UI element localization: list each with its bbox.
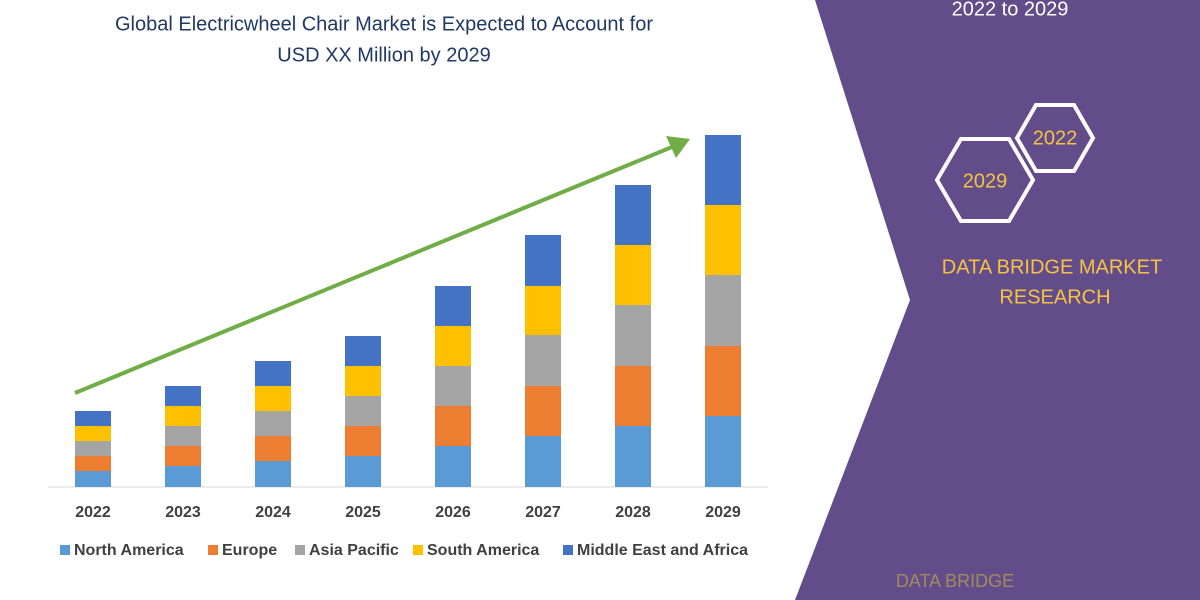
legend-swatch [208,545,218,555]
x-tick-label: 2027 [525,504,561,521]
x-tick-label: 2029 [705,504,741,521]
bar-segment [705,346,741,416]
bar-segment [165,446,201,466]
hexagon-label: 2029 [963,170,1008,192]
brand-label: RESEARCH [999,286,1110,308]
bar-segment [345,426,381,456]
legend-swatch [295,545,305,555]
bar-segment [705,205,741,275]
bar-segment [75,441,111,456]
bar-segment [255,411,291,436]
legend-swatch [60,545,70,555]
x-tick-label: 2024 [255,504,291,521]
bar-segment [525,386,561,436]
trend-arrowhead [666,136,690,158]
bar-segment [705,416,741,487]
hexagon-label: 2022 [1033,127,1078,149]
bar-segment [75,426,111,441]
side-panel [795,0,1200,600]
logo-text: DATA BRIDGE [896,571,1014,591]
bar-segment [615,245,651,305]
bar-segment [165,406,201,426]
bar-segment [165,386,201,406]
bar-segment [345,396,381,426]
hexagon [934,137,1036,223]
legend-label: South America [427,542,539,559]
bar-segment [255,436,291,461]
chart-title: USD XX Million by 2029 [277,44,490,66]
bar-segment [255,361,291,386]
bar-segment [435,326,471,366]
hexagon [1014,103,1096,173]
legend-swatch [413,545,423,555]
x-tick-label: 2022 [75,504,111,521]
legend-label: Asia Pacific [309,542,399,559]
bar-segment [525,235,561,286]
bar-segment [345,366,381,396]
bar-segment [345,456,381,487]
bar-segment [435,406,471,446]
x-tick-label: 2028 [615,504,651,521]
bar-segment [705,275,741,346]
x-tick-label: 2026 [435,504,471,521]
legend-swatch [563,545,573,555]
period-label: 2022 to 2029 [952,0,1069,20]
bar-segment [345,336,381,366]
legend-label: North America [74,542,184,559]
bar-segment [615,426,651,487]
bar-segment [435,446,471,487]
bar-segment [165,466,201,487]
bar-segment [525,286,561,335]
bar-segment [75,411,111,426]
bar-segment [435,286,471,326]
bar-segment [75,471,111,487]
chart-title: Global Electricwheel Chair Market is Exp… [115,13,653,35]
bar-segment [165,426,201,446]
x-tick-label: 2025 [345,504,381,521]
bar-segment [525,436,561,487]
bar-segment [255,386,291,411]
bar-segment [615,366,651,426]
bar-segment [615,305,651,366]
bar-segment [435,366,471,406]
bar-segment [255,461,291,487]
bar-segment [75,456,111,471]
trend-arrow [74,145,673,395]
brand-label: DATA BRIDGE MARKET [942,256,1162,278]
legend-label: Europe [222,542,277,559]
legend-label: Middle East and Africa [577,542,748,559]
x-tick-label: 2023 [165,504,201,521]
bar-segment [705,135,741,205]
bar-segment [525,335,561,386]
bar-segment [615,185,651,245]
